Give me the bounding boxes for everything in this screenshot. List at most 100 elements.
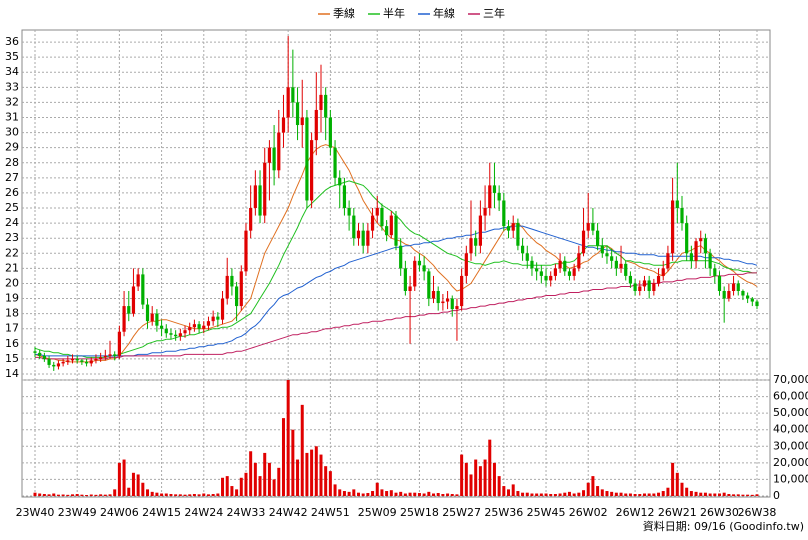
volume-bar [713,493,717,496]
candle-body [567,271,572,276]
candle-body [647,280,651,291]
candle-body [427,271,431,299]
candle-body [694,241,698,261]
volume-bar [216,493,220,496]
candle-body [352,215,356,239]
candle-body [94,358,98,361]
volume-bar [38,493,42,496]
candle-body [441,301,445,304]
volume-bar [741,494,745,496]
y-tick-label: 20 [5,276,19,289]
candle-body [549,275,553,281]
volume-bar [85,495,89,496]
y-tick-label: 24 [5,216,19,229]
candle-body [394,215,398,246]
candle-body [295,102,300,126]
volume-bar [188,494,192,496]
x-tick-label: 25W09 [358,506,397,519]
y-tick-label: 23 [5,231,19,244]
y-tick-label: 21 [5,261,19,274]
candle-body [225,275,229,299]
volume-bar [647,493,651,496]
candle-body [239,271,243,307]
candle-body [33,351,37,353]
volume-bar [586,482,590,496]
volume-bar [319,454,323,496]
volume-bar [422,493,426,496]
candle-body [722,290,726,299]
candle-body [600,245,604,254]
candle-body [42,355,46,359]
volume-bar [117,462,121,496]
volume-bar [549,494,553,496]
volume-bar [272,479,276,496]
volume-bar [572,493,576,496]
candle-body [633,283,637,291]
volume-bar [192,494,196,496]
volume-bar [685,487,689,496]
candle-body [281,117,286,133]
volume-bar [235,489,239,496]
candle-body [671,200,675,254]
candle-body [47,358,51,365]
volume-bar [441,494,445,496]
volume-bar [263,452,267,496]
volume-bar [722,492,726,496]
volume-bar [56,494,60,496]
legend-label: 季線 [333,6,355,20]
candle-body [324,94,328,118]
candle-body [502,200,506,227]
volume-bar [732,494,736,496]
volume-bar [633,494,637,496]
candle-body [666,253,670,269]
y-tick-label: 30 [5,126,19,139]
candle-body [385,226,389,236]
volume-bar [71,494,75,496]
y-tick-label: 20,000 [773,456,808,469]
candle-body [253,185,257,209]
candle-body [399,245,403,269]
candle-body [492,185,497,193]
volume-bar [356,492,360,496]
candle-body [338,177,342,186]
y-tick-label: 10,000 [773,472,808,485]
volume-bar [666,487,670,496]
candle-body [216,316,220,320]
candle-body [530,260,534,269]
y-tick-label: 36 [5,35,19,48]
volume-bar [558,493,562,496]
volume-bar [492,462,496,496]
volume-bar [525,492,529,496]
y-tick-label: 26 [5,186,19,199]
candle-body [483,208,487,216]
candle-body [164,328,168,334]
candle-body [113,354,117,356]
candle-body [159,325,164,329]
volume-bar [249,451,253,496]
candle-body [202,325,206,329]
x-tick-label: 25W27 [442,506,481,519]
volume-bar [530,493,534,496]
volume-bar [553,494,557,496]
x-tick-label: 24W06 [100,506,139,519]
candle-body [99,357,103,359]
x-tick-label: 26W38 [738,506,777,519]
volume-bar [380,489,384,496]
volume-bar [371,491,375,496]
volume-bar [535,493,539,496]
legend-label: 三年 [483,6,505,20]
candle-body [455,306,459,310]
y-tick-label: 35 [5,50,19,63]
volume-bar [408,492,412,496]
volume-bar [502,486,506,496]
volume-bar [324,466,328,496]
volume-bar [122,459,126,496]
candle-body [244,230,248,272]
candle-body [131,286,136,314]
x-tick-label: 25W36 [484,506,523,519]
candle-body [680,208,684,224]
y-tick-label: 22 [5,246,19,259]
volume-bar [619,492,623,496]
y-tick-label: 16 [5,337,19,350]
volume-bar [436,493,440,496]
